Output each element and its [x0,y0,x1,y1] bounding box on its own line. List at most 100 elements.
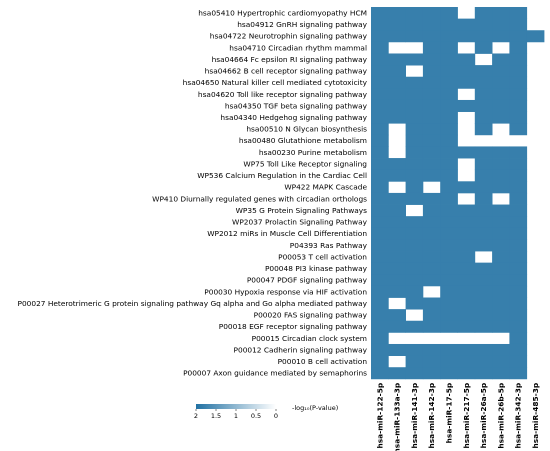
heatmap-cell [509,146,528,159]
row-label: P00048 PI3 kinase pathway [265,264,368,273]
heatmap-cell [440,53,458,66]
heatmap-cells [371,7,545,380]
heatmap-cell [388,239,406,252]
heatmap-cell [405,216,424,229]
heatmap-cell [492,76,510,89]
heatmap-cell [440,355,458,368]
heatmap-cell [405,111,424,124]
heatmap-cell [388,309,406,322]
heatmap-cell [509,158,528,171]
heatmap-cell [371,146,389,159]
heatmap-cell [422,204,441,217]
heatmap-cell [422,99,441,112]
heatmap-cell [422,41,441,54]
heatmap-cell [474,192,493,205]
heatmap-cell [440,7,458,20]
row-label: hsa04664 Fc epsilon RI signaling pathway [212,55,368,64]
heatmap-cell [422,30,441,43]
heatmap-cell [422,88,441,101]
heatmap-cell [474,123,493,136]
column-label: hsa-miR-26b-5p [496,383,505,449]
heatmap-cell [422,76,441,89]
heatmap-cell [440,274,458,287]
heatmap-cell [388,320,406,333]
heatmap-cell [440,146,458,159]
row-label: P00027 Heterotrimeric G protein signalin… [18,299,368,308]
heatmap-cell [405,181,424,194]
heatmap-cell [422,111,441,124]
colorbar-tick-label: 1 [234,412,238,420]
heatmap-cell [492,65,510,78]
heatmap-cell [440,227,458,240]
heatmap-cell [457,30,476,43]
heatmap-cell [405,192,424,205]
heatmap-cell [492,99,510,112]
heatmap-cell [440,343,458,356]
heatmap-cell [457,239,476,252]
heatmap-cell [388,88,406,101]
heatmap-cell [440,41,458,54]
heatmap-cell [474,355,493,368]
heatmap-cell [440,204,458,217]
heatmap-cell [388,18,406,31]
column-label: hsa-miR-141-3p [410,383,419,449]
heatmap-cell [422,65,441,78]
heatmap-cell [405,134,424,147]
row-label: WP2012 miRs in Muscle Cell Differentiati… [207,229,367,238]
heatmap-cell [457,355,476,368]
row-label: hsa00480 Glutathione metabolism [239,136,367,145]
heatmap-cell [457,251,476,264]
row-label: P00010 B cell activation [278,357,368,366]
column-label: hsa-miR-217-5p [462,383,471,449]
heatmap-cell [388,251,406,264]
heatmap-cell [509,123,528,136]
heatmap-cell [509,99,528,112]
heatmap-cell [492,146,510,159]
heatmap-cell [371,53,389,66]
heatmap-cell [388,7,406,20]
heatmap-cell [371,227,389,240]
heatmap-cell [440,181,458,194]
heatmap-cell [440,169,458,182]
heatmap-cell [474,309,493,322]
heatmap-cell [457,216,476,229]
heatmap-cell [509,309,528,322]
heatmap-cell [371,239,389,252]
colorbar: 2 1.5 1 0.5 0 -log₁₀(P-value) [194,404,338,420]
heatmap-cell [405,123,424,136]
row-label: WP422 MAPK Cascade [284,183,367,192]
heatmap-cell [474,65,493,78]
heatmap-cell [440,216,458,229]
heatmap-cell [440,297,458,310]
column-label: hsa-miR-342-3p [514,383,523,449]
row-label: P00030 Hypoxia response via HIF activati… [204,287,367,296]
heatmap-cell [422,274,441,287]
heatmap-cell [422,216,441,229]
heatmap-cell [388,367,406,380]
row-label: P04393 Ras Pathway [290,241,368,250]
row-label: hsa00510 N Glycan biosynthesis [246,125,367,134]
heatmap-cell [422,134,441,147]
row-label: hsa04912 GnRH signaling pathway [237,20,367,29]
heatmap-cell [371,274,389,287]
heatmap-cell [509,297,528,310]
row-label: WP35 G Protein Signaling Pathways [236,206,368,215]
heatmap-cell [509,41,528,54]
heatmap-cell [457,367,476,380]
heatmap-cell [440,262,458,275]
heatmap-cell [422,355,441,368]
heatmap-cell [474,262,493,275]
heatmap-cell [388,227,406,240]
heatmap-cell [405,239,424,252]
heatmap-cell [509,320,528,333]
heatmap-cell [509,216,528,229]
heatmap-cell [388,192,406,205]
heatmap-cell [440,88,458,101]
heatmap-cell [492,251,510,264]
heatmap-cell [388,216,406,229]
heatmap-cell [457,343,476,356]
heatmap-cell [492,367,510,380]
heatmap-cell [422,146,441,159]
heatmap-cell [492,158,510,171]
